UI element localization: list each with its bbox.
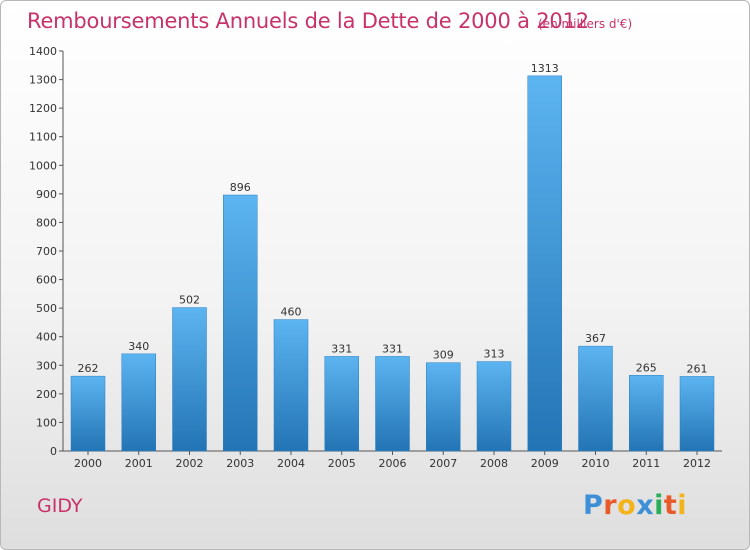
x-tick-label: 2008 — [480, 457, 508, 470]
value-label: 261 — [687, 362, 708, 375]
bar — [324, 356, 359, 452]
logo-letter: P — [583, 490, 604, 521]
commune-name: GIDY — [37, 495, 83, 517]
bar — [578, 345, 613, 452]
value-label: 265 — [636, 361, 657, 374]
value-label: 502 — [179, 294, 200, 307]
logo-letter: r — [603, 490, 618, 521]
y-tick-label: 500 — [36, 302, 57, 315]
bar — [223, 194, 258, 452]
value-label: 262 — [78, 362, 99, 375]
x-tick-label: 2006 — [379, 457, 407, 470]
logo-letter: o — [617, 490, 637, 521]
y-tick-label: 1000 — [29, 159, 57, 172]
bar — [426, 362, 461, 452]
x-tick-label: 2002 — [176, 457, 204, 470]
y-tick-label: 1100 — [29, 131, 57, 144]
bar — [70, 375, 106, 452]
x-tick-label: 2011 — [632, 457, 660, 470]
x-tick-label: 2004 — [277, 457, 305, 470]
y-tick-label: 100 — [36, 416, 57, 429]
bar — [273, 319, 309, 452]
y-tick-label: 1400 — [29, 45, 57, 58]
bar — [375, 356, 410, 452]
x-tick-label: 2005 — [328, 457, 356, 470]
y-tick-label: 900 — [36, 188, 57, 201]
bar — [679, 376, 715, 452]
chart-subtitle: (en milliers d'€) — [538, 17, 633, 31]
bar — [629, 375, 664, 452]
logo-letter: i — [654, 490, 664, 521]
x-tick-label: 2009 — [531, 457, 559, 470]
y-tick-label: 200 — [36, 388, 57, 401]
y-tick-label: 700 — [36, 245, 57, 258]
logo-letter: x — [636, 490, 655, 521]
value-label: 367 — [585, 332, 606, 345]
y-tick-label: 800 — [36, 216, 57, 229]
chart-title: Remboursements Annuels de la Dette de 20… — [27, 9, 589, 33]
value-label: 896 — [230, 181, 251, 194]
x-tick-label: 2000 — [74, 457, 102, 470]
y-tick-label: 600 — [36, 274, 57, 287]
value-label: 309 — [433, 349, 454, 362]
bar — [476, 361, 512, 452]
x-tick-label: 2007 — [429, 457, 457, 470]
bar — [527, 75, 562, 452]
logo-letter: i — [677, 490, 688, 521]
bar — [121, 353, 156, 452]
x-tick-label: 2012 — [683, 457, 711, 470]
x-tick-label: 2010 — [582, 457, 610, 470]
value-label: 331 — [331, 342, 352, 355]
y-tick-label: 400 — [36, 331, 57, 344]
bar — [172, 307, 207, 452]
value-label: 313 — [484, 348, 505, 361]
value-label: 460 — [281, 306, 302, 319]
y-tick-label: 300 — [36, 359, 57, 372]
y-tick-label: 0 — [50, 445, 57, 458]
value-label: 1313 — [531, 62, 559, 75]
y-tick-label: 1200 — [29, 102, 57, 115]
x-tick-label: 2001 — [125, 457, 153, 470]
proxiti-logo: Proxiti — [583, 490, 687, 521]
value-label: 340 — [128, 340, 149, 353]
y-tick-label: 1300 — [29, 74, 57, 87]
logo-letter: t — [663, 490, 678, 521]
x-tick-label: 2003 — [226, 457, 254, 470]
value-label: 331 — [382, 342, 403, 355]
